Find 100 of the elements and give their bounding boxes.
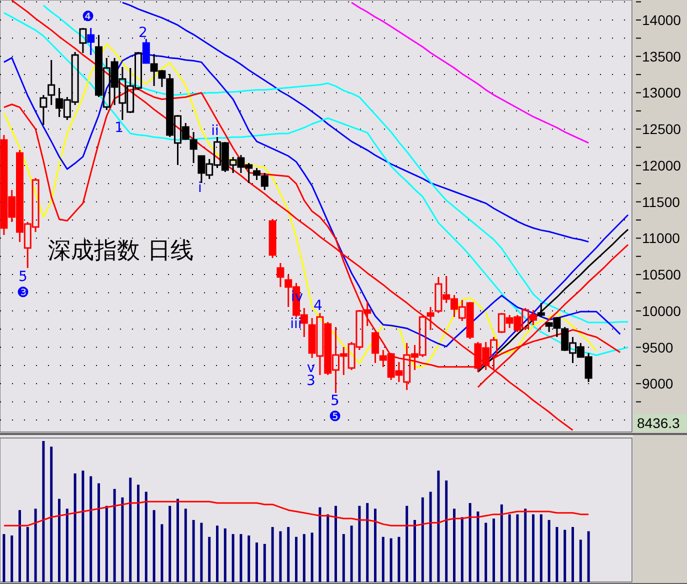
bar xyxy=(445,480,448,582)
bar xyxy=(342,534,345,582)
y-tick-label: 9500 xyxy=(642,339,674,356)
annotation: v xyxy=(306,360,316,376)
candlestick xyxy=(260,172,268,191)
bar xyxy=(34,508,37,582)
bar xyxy=(540,514,542,582)
bar xyxy=(476,512,480,582)
annotation: 2 xyxy=(138,25,148,41)
bar xyxy=(121,497,124,582)
bar xyxy=(453,508,456,582)
bar xyxy=(564,530,566,582)
text: 深成指数 日线 xyxy=(48,238,194,264)
bar xyxy=(318,507,322,582)
bar xyxy=(358,506,361,582)
bar xyxy=(224,528,226,582)
bar xyxy=(271,527,274,582)
candlestick xyxy=(253,167,260,181)
bar xyxy=(532,514,534,582)
bar xyxy=(105,506,108,582)
bar xyxy=(137,484,140,582)
bar xyxy=(152,510,156,582)
bar xyxy=(382,536,384,582)
bar xyxy=(326,514,330,582)
y-tick-label: 14000 xyxy=(642,12,682,28)
candlestick xyxy=(87,27,95,56)
annotation: 4 xyxy=(314,298,323,314)
bar xyxy=(184,508,187,582)
bar xyxy=(406,506,408,582)
bar xyxy=(82,470,84,582)
candlestick xyxy=(372,331,379,364)
bar xyxy=(374,508,376,582)
bar xyxy=(74,473,76,582)
annotation: iii xyxy=(290,316,302,332)
bar xyxy=(398,536,400,582)
bar xyxy=(200,522,203,582)
bar xyxy=(98,483,100,582)
bar xyxy=(10,535,14,582)
bar xyxy=(129,478,132,582)
bar xyxy=(310,532,314,582)
y-tick-label: 13000 xyxy=(642,84,682,101)
y-tick-label: 12000 xyxy=(642,157,682,174)
bar xyxy=(429,492,432,582)
bar xyxy=(232,534,234,582)
line-series xyxy=(3,12,629,356)
bar xyxy=(42,441,45,582)
annotation: i xyxy=(198,180,202,196)
y-tick-label: 13500 xyxy=(642,48,682,64)
annotation: ❸ xyxy=(16,285,30,301)
bar xyxy=(287,527,290,582)
bar xyxy=(414,520,416,582)
bar xyxy=(390,538,392,582)
bar xyxy=(18,510,21,582)
y-tick-label: 12500 xyxy=(642,121,682,138)
bar xyxy=(524,508,527,582)
candlestick xyxy=(190,131,198,164)
bar xyxy=(208,536,211,582)
bar xyxy=(216,526,218,582)
candlestick xyxy=(276,262,284,288)
bar xyxy=(90,476,92,582)
bar xyxy=(240,534,242,582)
bar xyxy=(548,520,550,582)
y-tick-label: 9000 xyxy=(642,376,674,392)
bar xyxy=(66,508,68,582)
bar xyxy=(516,514,519,582)
bar xyxy=(508,514,511,582)
bar xyxy=(572,527,574,582)
y-tick-label: 10000 xyxy=(642,302,682,319)
bar xyxy=(437,470,440,582)
bar xyxy=(302,534,306,582)
candlestick xyxy=(268,218,276,259)
bar xyxy=(468,503,472,582)
bar xyxy=(26,527,29,582)
bar xyxy=(556,527,558,582)
y-tick-label: 11000 xyxy=(642,230,680,246)
annotation: ii xyxy=(211,123,219,139)
bar xyxy=(279,531,282,582)
bar xyxy=(579,540,582,582)
bar xyxy=(295,536,298,582)
bar xyxy=(58,498,60,582)
bar xyxy=(587,531,590,582)
bar xyxy=(460,517,464,582)
annotation: 5 xyxy=(18,269,28,285)
bar xyxy=(492,518,495,582)
annotation: ❹ xyxy=(82,9,94,25)
bar xyxy=(113,488,116,582)
bar xyxy=(160,524,164,582)
candlestick xyxy=(40,94,48,126)
bar xyxy=(50,446,53,582)
annotation: 5 xyxy=(330,393,340,409)
annotation: ❺ xyxy=(328,409,342,425)
bar xyxy=(334,506,337,582)
line-series xyxy=(350,2,590,144)
bar xyxy=(248,535,250,582)
bar xyxy=(350,526,353,582)
bar xyxy=(484,522,488,582)
bar xyxy=(192,520,195,582)
text: 8436.3 xyxy=(637,415,680,431)
bar xyxy=(263,544,266,582)
bar xyxy=(2,534,6,582)
